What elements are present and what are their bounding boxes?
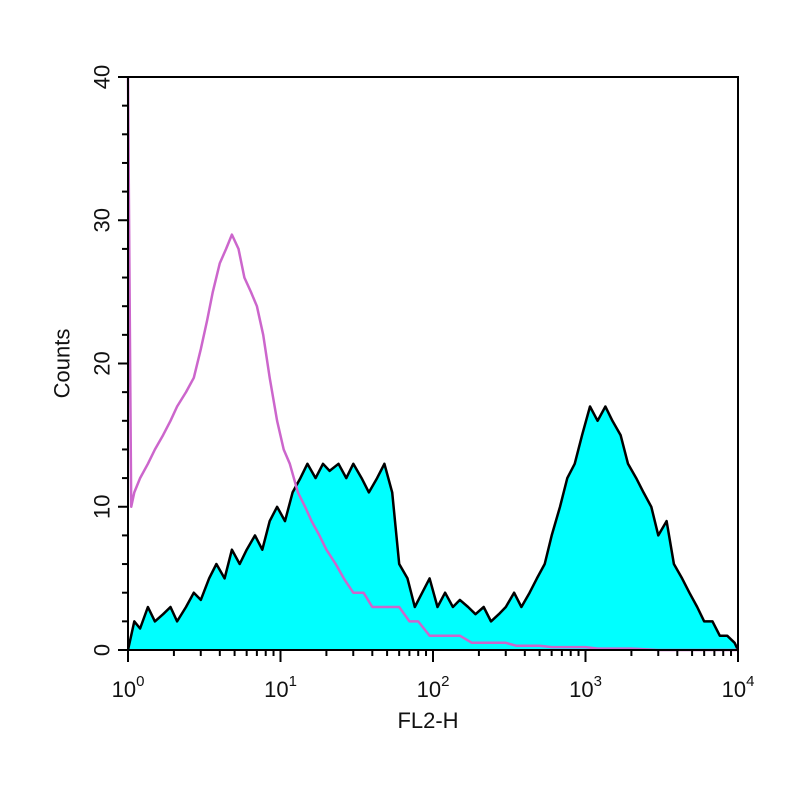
- x-axis: 100 101 102 103 104: [112, 650, 755, 702]
- x-tick-base: 10: [112, 677, 136, 702]
- x-tick-exponent: 1: [289, 673, 297, 690]
- x-tick-label: 104: [722, 673, 755, 702]
- y-tick-label: 20: [90, 351, 115, 375]
- x-tick-exponent: 3: [594, 673, 602, 690]
- x-tick-label: 101: [264, 673, 297, 702]
- y-tick-label: 0: [90, 644, 115, 656]
- x-axis-title: FL2-H: [397, 708, 458, 733]
- x-tick-base: 10: [264, 677, 288, 702]
- x-tick-exponent: 4: [746, 673, 754, 690]
- plot-series-group: [126, 76, 740, 652]
- x-tick-base: 10: [569, 677, 593, 702]
- x-tick-label: 100: [112, 673, 145, 702]
- x-tick-base: 10: [722, 677, 746, 702]
- y-axis: 0 10 20 30 40: [90, 65, 128, 656]
- y-tick-label: 30: [90, 208, 115, 232]
- y-axis-title: Counts: [50, 329, 75, 399]
- y-tick-label: 40: [90, 65, 115, 89]
- series-2-line: [126, 76, 738, 652]
- x-tick-label: 102: [417, 673, 450, 702]
- x-tick-label: 103: [569, 673, 602, 702]
- x-tick-exponent: 2: [441, 673, 449, 690]
- series-1-outline: [126, 405, 740, 651]
- y-tick-label: 10: [90, 495, 115, 519]
- x-tick-base: 10: [417, 677, 441, 702]
- series-1-area: [128, 406, 738, 650]
- x-tick-exponent: 0: [136, 673, 144, 690]
